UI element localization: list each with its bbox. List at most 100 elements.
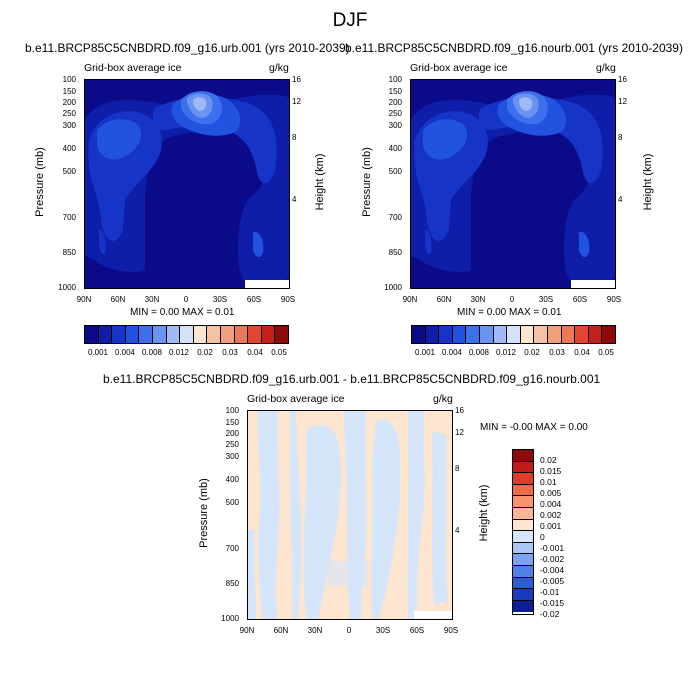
- panel2-level-label: 0.012: [495, 348, 517, 357]
- panel2-ytick: 250: [388, 109, 402, 118]
- panel3-ytick: 700: [225, 544, 239, 553]
- panel1-level-label: 0.05: [271, 348, 287, 357]
- panel1-minmax: MIN = 0.00 MAX = 0.01: [130, 307, 235, 318]
- colorbar-swatch: [513, 450, 533, 462]
- panel3-level-label: -0.001: [540, 543, 565, 553]
- colorbar-swatch: [234, 326, 249, 343]
- colorbar-swatch: [513, 565, 533, 578]
- panel2-y2tick: 4: [618, 195, 623, 204]
- panel1-title: b.e11.BRCP85C5CNBDRD.f09_g16.urb.001 (yr…: [25, 41, 350, 55]
- panel1-y2label: Height (km): [314, 153, 326, 211]
- panel2-ytick: 850: [388, 248, 402, 257]
- panel2-xtick: 0: [509, 295, 515, 304]
- panel2-level-label: 0.03: [549, 348, 565, 357]
- panel1-y2tick: 8: [292, 133, 297, 142]
- panel3-y2label: Height (km): [478, 484, 490, 542]
- colorbar-swatch: [180, 326, 194, 343]
- panel3-level-label: 0.004: [540, 499, 562, 509]
- panel2-xtick: 90N: [402, 295, 418, 304]
- panel1-level-label: 0.02: [197, 348, 213, 357]
- colorbar-swatch: [513, 461, 533, 474]
- panel3-units: g/kg: [433, 393, 453, 405]
- colorbar-swatch: [425, 326, 440, 343]
- panel3-xtick: 30N: [307, 626, 323, 635]
- panel1-xtick: 90S: [280, 295, 296, 304]
- panel1-level-label: 0.008: [141, 348, 163, 357]
- panel3-y2tick: 16: [455, 406, 464, 415]
- colorbar-swatch: [513, 484, 533, 497]
- panel1-contours: [85, 80, 289, 288]
- panel3-level-label: -0.005: [540, 576, 565, 586]
- panel1-ytick: 300: [62, 121, 76, 130]
- panel1-plot-area: [84, 79, 290, 289]
- panel1-y2tick: 12: [292, 97, 301, 106]
- panel2-ytick: 700: [388, 213, 402, 222]
- panel2-level-label: 0.02: [524, 348, 540, 357]
- panel3-level-label: 0: [540, 532, 545, 542]
- colorbar-swatch: [248, 326, 262, 343]
- panel3-contours: [248, 411, 452, 619]
- panel1-ytick: 700: [62, 213, 76, 222]
- panel2-ytick: 300: [388, 121, 402, 130]
- panel3-xtick: 30S: [375, 626, 391, 635]
- panel3-xtick: 0: [346, 626, 352, 635]
- panel1-xtick: 30S: [212, 295, 228, 304]
- panel1-ytick: 150: [62, 87, 76, 96]
- colorbar-swatch: [513, 519, 533, 532]
- panel3-ytick: 250: [225, 440, 239, 449]
- panel1-ytick: 400: [62, 144, 76, 153]
- colorbar-swatch: [466, 326, 480, 343]
- panel2-y2tick: 12: [618, 97, 627, 106]
- colorbar-swatch: [513, 577, 533, 590]
- colorbar-swatch: [479, 326, 494, 343]
- colorbar-swatch: [507, 326, 521, 343]
- colorbar-swatch: [112, 326, 126, 343]
- panel2-minmax: MIN = 0.00 MAX = 0.01: [457, 307, 562, 318]
- panel1-level-label: 0.04: [247, 348, 263, 357]
- panel2-xtick: 30N: [470, 295, 486, 304]
- panel3-level-label: -0.02: [540, 609, 560, 619]
- panel3-ytick: 850: [225, 579, 239, 588]
- panel2-ylabel: Pressure (mb): [361, 147, 373, 217]
- colorbar-swatch: [513, 542, 533, 555]
- colorbar-swatch: [602, 326, 615, 343]
- panel1-units: g/kg: [269, 62, 289, 74]
- panel3-level-label: 0.002: [540, 510, 562, 520]
- panel3-level-label: 0.015: [540, 466, 562, 476]
- colorbar-swatch: [513, 496, 533, 508]
- panel1-xtick: 60N: [110, 295, 126, 304]
- colorbar-swatch: [152, 326, 167, 343]
- colorbar-swatch: [513, 507, 533, 520]
- panel2-ytick: 400: [388, 144, 402, 153]
- panel3-colorbar: [512, 449, 534, 615]
- panel2-xtick: 30S: [538, 295, 554, 304]
- figure-title: DJF: [332, 10, 368, 31]
- panel1-ytick: 200: [62, 98, 76, 107]
- panel3-xtick: 90S: [443, 626, 459, 635]
- panel1-xtick: 0: [183, 295, 189, 304]
- panel3-plot-area: [247, 410, 453, 620]
- colorbar-swatch: [139, 326, 153, 343]
- panel3-y2tick: 4: [455, 526, 460, 535]
- panel1-level-label: 0.03: [222, 348, 238, 357]
- panel1-level-label: 0.001: [87, 348, 109, 357]
- panel2-ytick: 200: [388, 98, 402, 107]
- panel1-ytick: 850: [62, 248, 76, 257]
- panel1-xtick: 30N: [144, 295, 160, 304]
- colorbar-swatch: [261, 326, 276, 343]
- panel1-y2tick: 16: [292, 75, 301, 84]
- panel3-ytick: 200: [225, 429, 239, 438]
- panel1-ytick: 1000: [58, 283, 76, 292]
- panel3-minmax: MIN = -0.00 MAX = 0.00: [480, 422, 588, 433]
- panel2-level-label: 0.04: [574, 348, 590, 357]
- panel3-ylabel: Pressure (mb): [198, 478, 210, 548]
- panel3-y2tick: 12: [455, 428, 464, 437]
- colorbar-swatch: [520, 326, 535, 343]
- panel3-subtitle: Grid-box average ice: [247, 393, 345, 405]
- colorbar-swatch: [412, 326, 426, 343]
- panel3-level-label: -0.01: [540, 587, 560, 597]
- panel2-contours: [411, 80, 615, 288]
- colorbar-swatch: [493, 326, 508, 343]
- panel1-ytick: 500: [62, 167, 76, 176]
- panel3-level-label: -0.002: [540, 554, 565, 564]
